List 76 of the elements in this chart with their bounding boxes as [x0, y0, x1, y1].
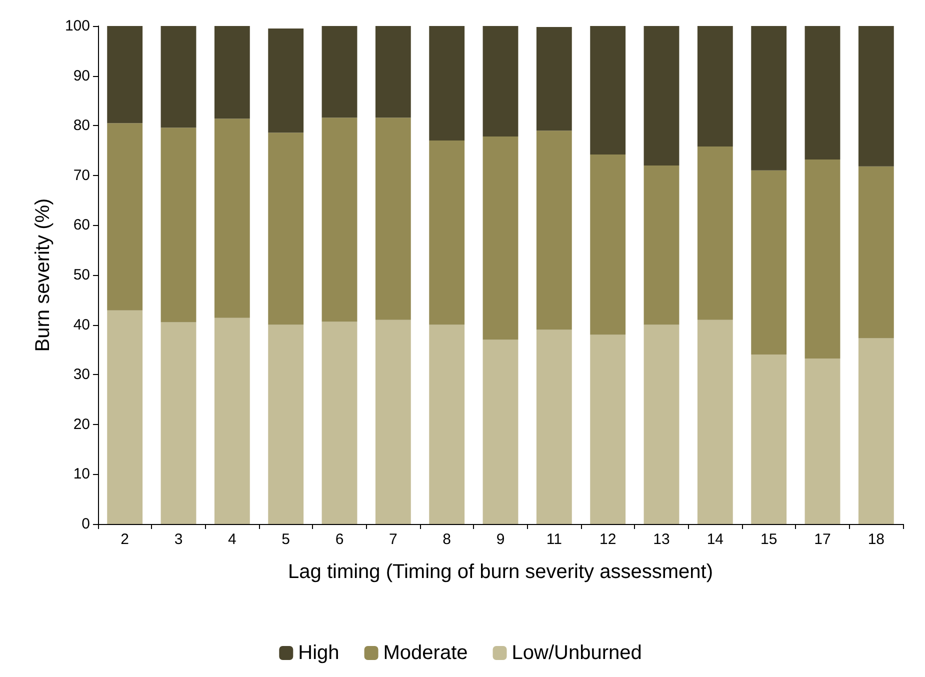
- bar: [214, 26, 250, 119]
- x-tick-label: 18: [868, 531, 885, 548]
- bar: [482, 26, 518, 137]
- y-tick-label: 70: [73, 166, 90, 184]
- x-tick-label: 17: [814, 531, 831, 548]
- x-tick-label: 14: [706, 531, 724, 548]
- bar: [858, 338, 894, 524]
- x-tick-label: 6: [335, 531, 344, 548]
- bar: [160, 26, 196, 128]
- y-tick-label: 90: [73, 67, 90, 84]
- y-tick-label: 80: [73, 117, 90, 134]
- y-tick-label: 100: [64, 18, 90, 34]
- x-tick-label: 7: [388, 531, 398, 548]
- bar: [322, 26, 358, 118]
- bar: [751, 354, 787, 524]
- bar: [590, 26, 626, 154]
- bar: [858, 166, 894, 338]
- x-tick-label: 2: [120, 531, 130, 548]
- bar: [107, 123, 143, 310]
- bar: [375, 118, 411, 320]
- bar: [536, 26, 572, 131]
- bar: [751, 170, 787, 355]
- bar: [697, 146, 733, 320]
- x-tick-label: 11: [546, 531, 562, 548]
- bar: [536, 130, 572, 330]
- bar: [322, 118, 358, 322]
- x-tick-label: 13: [653, 531, 670, 548]
- bar: [482, 340, 518, 524]
- y-tick-label: 60: [73, 216, 90, 234]
- bar: [590, 334, 626, 524]
- bar: [160, 128, 196, 322]
- legend-label: Low/Unburned: [512, 642, 642, 664]
- bar: [375, 26, 411, 118]
- bar: [751, 26, 787, 170]
- y-tick-label: 20: [73, 416, 90, 433]
- y-axis-title: Burn severity (%): [32, 198, 54, 352]
- bar: [375, 320, 411, 524]
- x-axis-title: Lag timing (Timing of burn severity assessment): [288, 561, 713, 583]
- bar: [429, 140, 465, 325]
- bar: [214, 118, 250, 318]
- bar: [858, 26, 894, 166]
- bar: [429, 324, 465, 524]
- y-tick-label: 40: [73, 316, 90, 334]
- bar: [322, 322, 358, 524]
- bar: [268, 324, 304, 524]
- x-tick-label: 3: [174, 531, 183, 548]
- bar: [697, 320, 733, 524]
- bar: [214, 318, 250, 524]
- bar: [429, 26, 465, 141]
- x-tick-label: 15: [760, 531, 778, 548]
- bar: [536, 330, 572, 524]
- bar: [697, 26, 733, 147]
- y-tick-label: 30: [73, 366, 90, 384]
- legend-label: High: [298, 642, 340, 664]
- bar: [268, 28, 304, 133]
- x-tick-label: 4: [228, 531, 236, 548]
- bar: [804, 159, 840, 359]
- bar: [107, 310, 143, 524]
- bar: [268, 132, 304, 325]
- bar: [804, 358, 840, 524]
- bar: [107, 26, 143, 124]
- x-tick-label: 8: [442, 531, 452, 548]
- y-tick-label: 0: [82, 516, 90, 532]
- bar: [644, 165, 680, 325]
- y-tick-label: 10: [73, 466, 90, 483]
- bar: [482, 136, 518, 340]
- legend-label: Moderate: [383, 642, 468, 664]
- y-tick-label: 50: [73, 266, 90, 284]
- x-tick-label: 9: [496, 531, 505, 548]
- x-tick-label: 5: [282, 531, 290, 548]
- bar: [644, 26, 680, 166]
- bar: [804, 26, 840, 160]
- x-tick-label: 12: [599, 531, 616, 548]
- bar: [160, 322, 196, 524]
- bar: [644, 324, 680, 524]
- bar: [590, 154, 626, 335]
